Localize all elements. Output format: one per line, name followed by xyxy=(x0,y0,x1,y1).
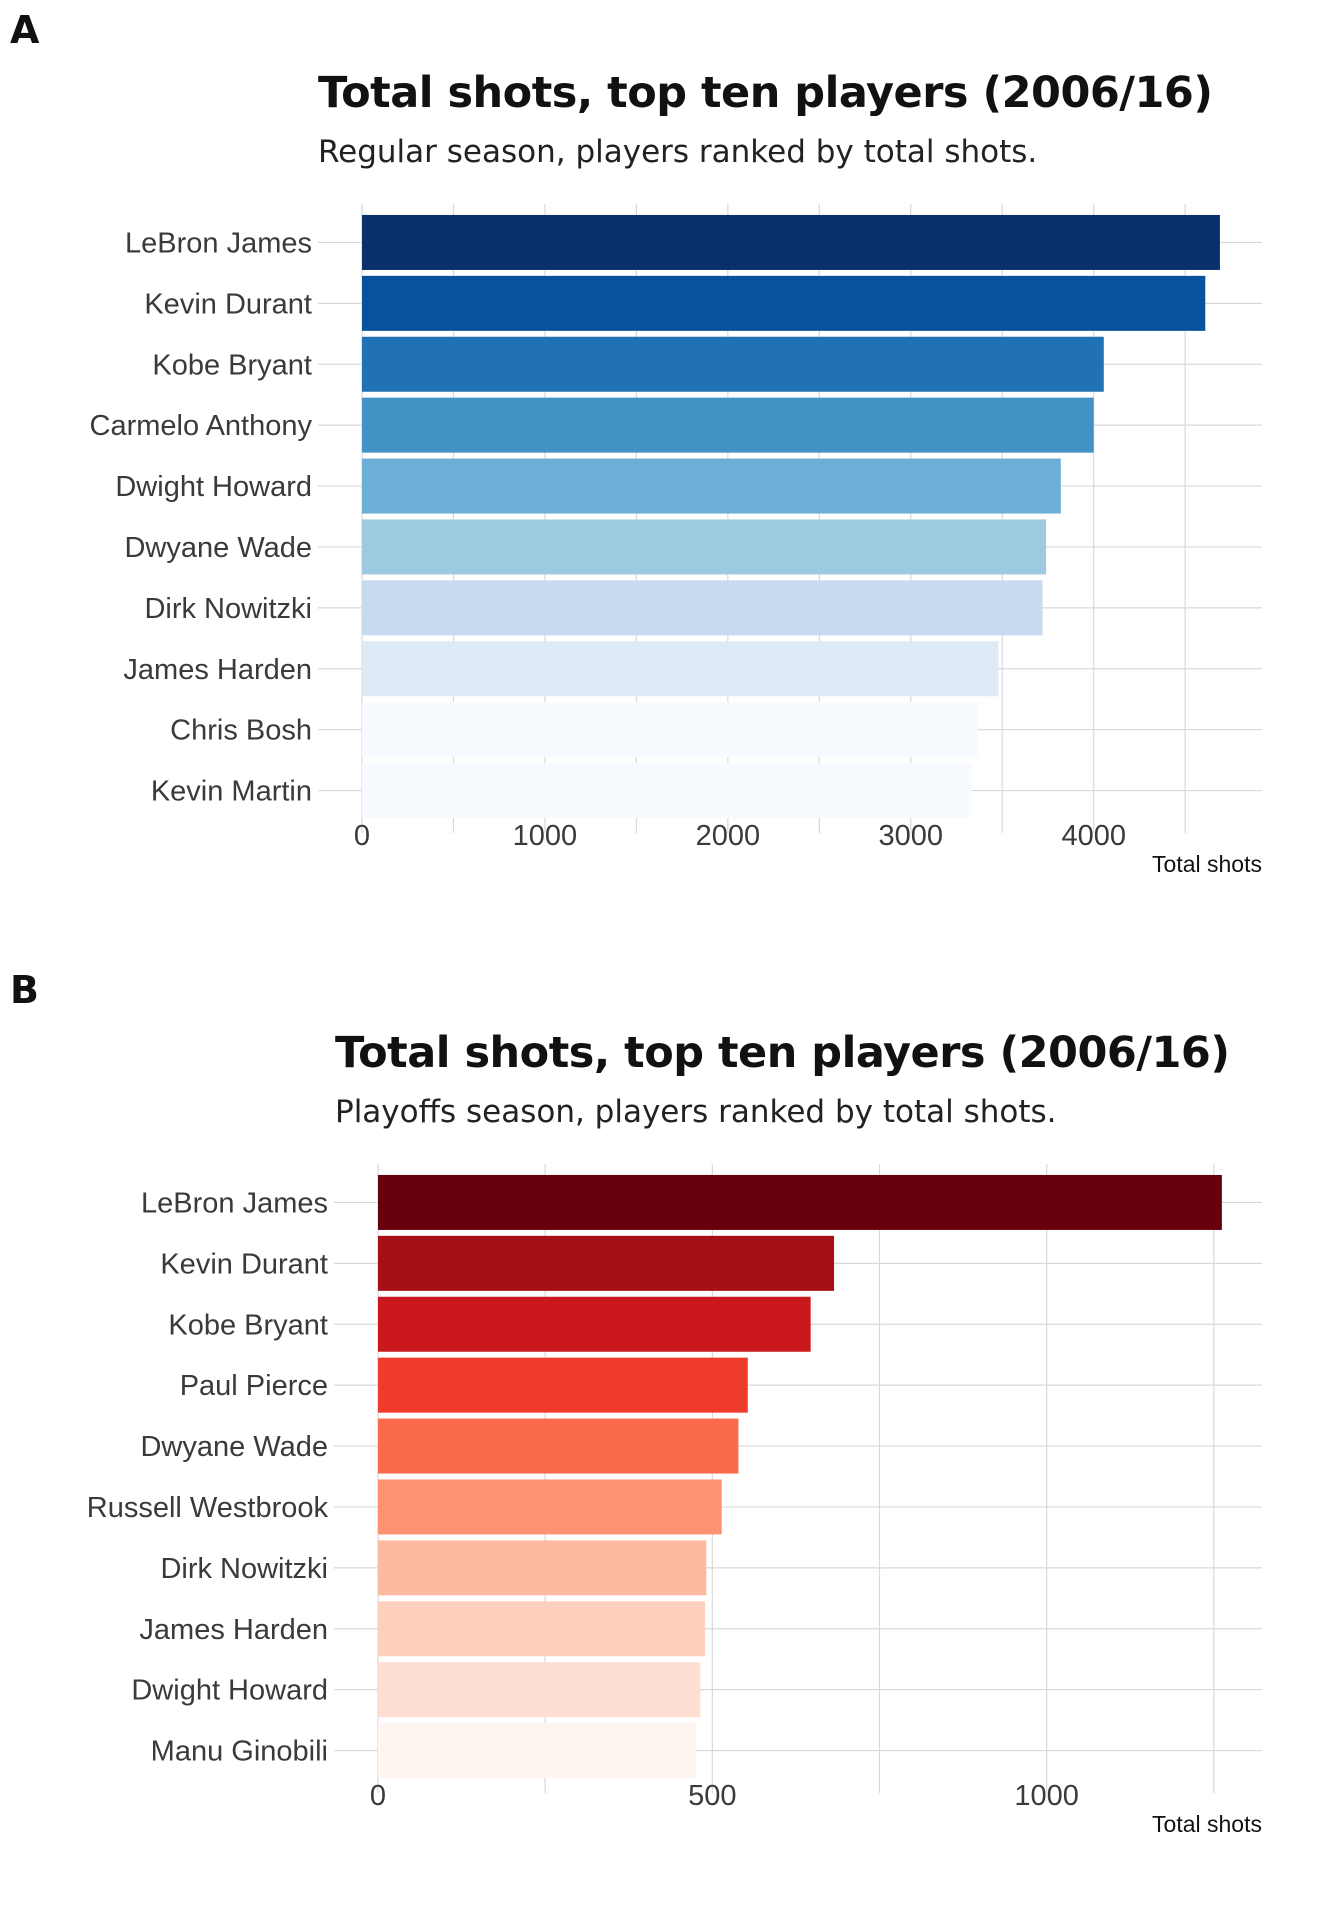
bar xyxy=(378,1235,835,1291)
category-label: James Harden xyxy=(139,1614,328,1646)
bar xyxy=(362,641,999,697)
chart-subtitle: Regular season, players ranked by total … xyxy=(318,134,1038,170)
x-tick-label: 3000 xyxy=(879,820,944,852)
bar xyxy=(378,1723,697,1779)
bar xyxy=(362,458,1061,514)
x-tick-label: 0 xyxy=(354,820,370,852)
bar xyxy=(362,214,1220,270)
bar xyxy=(362,275,1206,331)
chart-title: Total shots, top ten players (2006/16) xyxy=(335,1028,1230,1078)
category-label: Dwyane Wade xyxy=(124,532,312,564)
x-tick-label: 0 xyxy=(370,1780,386,1812)
bar xyxy=(362,763,972,819)
bar xyxy=(378,1601,705,1657)
bar xyxy=(362,519,1047,575)
bar xyxy=(362,702,979,758)
category-label: LeBron James xyxy=(125,227,312,259)
bar xyxy=(362,397,1094,453)
chart-title: Total shots, top ten players (2006/16) xyxy=(318,68,1213,118)
x-axis-title: Total shots xyxy=(1152,851,1262,877)
bar xyxy=(378,1174,1222,1230)
category-label: Carmelo Anthony xyxy=(90,410,313,442)
chart-panel-a: A Total shots, top ten players (2006/16)… xyxy=(10,8,1262,877)
panel-label: A xyxy=(10,8,40,52)
x-tick-label: 1000 xyxy=(513,820,578,852)
category-label: Kevin Durant xyxy=(160,1248,328,1280)
x-tick-label: 2000 xyxy=(696,820,761,852)
x-tick-label: 1000 xyxy=(1014,1780,1079,1812)
bar xyxy=(378,1418,739,1474)
bar xyxy=(378,1540,707,1596)
category-label: Chris Bosh xyxy=(170,715,312,747)
bar xyxy=(378,1296,811,1352)
category-label: Dwyane Wade xyxy=(140,1431,328,1463)
category-label: James Harden xyxy=(123,654,312,686)
category-label: Russell Westbrook xyxy=(87,1492,329,1524)
bar xyxy=(362,580,1043,636)
x-tick-label: 500 xyxy=(688,1780,736,1812)
category-label: Kobe Bryant xyxy=(168,1309,328,1341)
x-tick-label: 4000 xyxy=(1061,820,1126,852)
category-label: Kevin Martin xyxy=(151,776,312,808)
panel-label: B xyxy=(10,968,39,1012)
bar-chart: LeBron James Kevin Durant Kobe Bryant Carme… xyxy=(90,204,1262,877)
bar xyxy=(378,1662,701,1718)
category-label: Dirk Nowitzki xyxy=(144,593,312,625)
category-label: Dwight Howard xyxy=(115,471,312,503)
x-axis-title: Total shots xyxy=(1152,1811,1262,1837)
category-label: Kobe Bryant xyxy=(152,349,312,381)
chart-subtitle: Playoffs season, players ranked by total… xyxy=(335,1094,1057,1130)
category-label: Manu Ginobili xyxy=(151,1736,328,1768)
category-label: Kevin Durant xyxy=(144,288,312,320)
category-label: LeBron James xyxy=(141,1187,328,1219)
chart-panel-b: B Total shots, top ten players (2006/16)… xyxy=(0,960,1344,1920)
category-label: Dwight Howard xyxy=(131,1675,328,1707)
bar xyxy=(378,1479,722,1535)
category-label: Paul Pierce xyxy=(180,1370,328,1402)
bar xyxy=(378,1357,748,1413)
bar xyxy=(362,336,1104,392)
bar-chart: LeBron James Kevin Durant Kobe Bryant Paul … xyxy=(87,1164,1262,1837)
category-label: Dirk Nowitzki xyxy=(160,1553,328,1585)
